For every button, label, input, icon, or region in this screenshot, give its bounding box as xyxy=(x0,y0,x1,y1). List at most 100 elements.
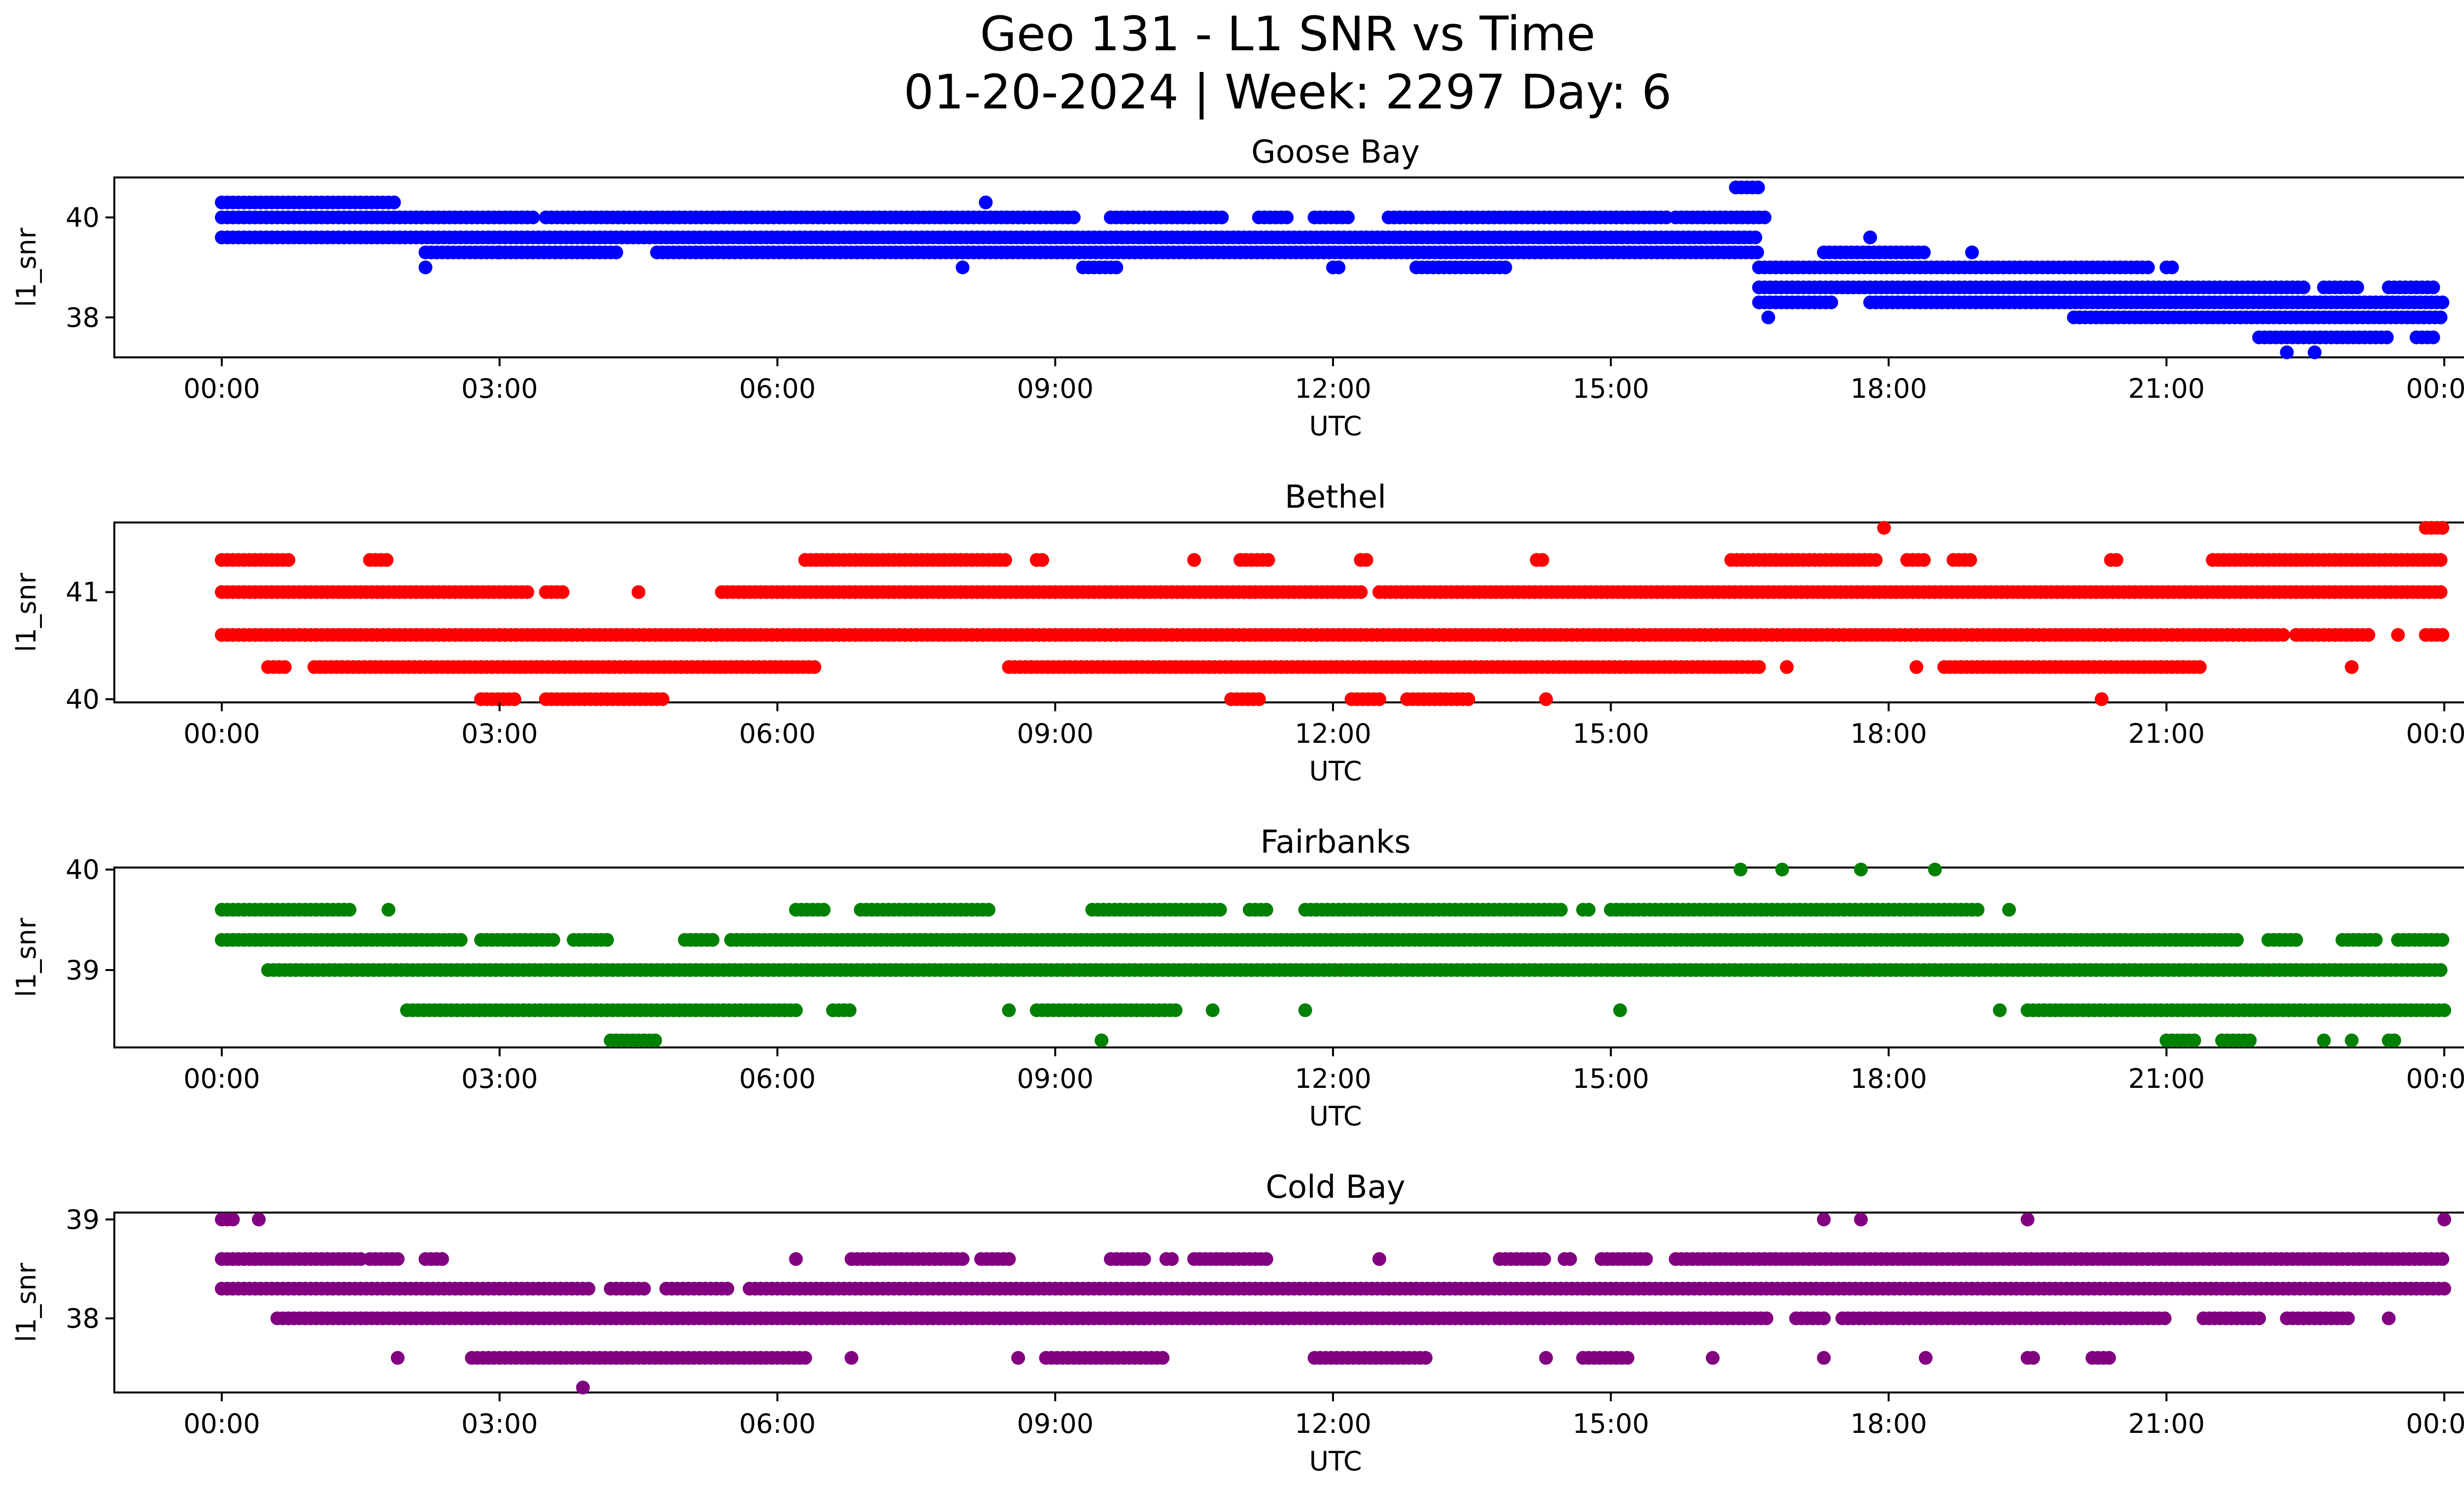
data-point xyxy=(1581,903,1596,917)
x-tick-label: 12:00 xyxy=(1295,718,1371,749)
x-tick-label: 15:00 xyxy=(1573,1408,1649,1439)
data-point xyxy=(2433,585,2448,599)
data-point xyxy=(2289,933,2303,947)
data-point xyxy=(546,933,560,947)
data-point xyxy=(2252,1311,2266,1325)
x-tick-label: 00:00 xyxy=(183,1408,260,1439)
data-point xyxy=(520,585,535,599)
data-point xyxy=(2361,628,2375,642)
data-point xyxy=(281,553,296,567)
data-point xyxy=(1095,1033,1109,1047)
x-tick-label: 12:00 xyxy=(1295,1063,1371,1094)
data-point xyxy=(1780,660,1794,674)
x-tick-label: 15:00 xyxy=(1573,1063,1649,1094)
x-tick-label: 06:00 xyxy=(739,1408,816,1439)
data-point xyxy=(1761,310,1776,324)
x-tick-label: 03:00 xyxy=(461,1408,538,1439)
data-point xyxy=(1869,553,1883,567)
x-tick-label: 15:00 xyxy=(1573,718,1649,749)
x-tick-label: 00:00 xyxy=(183,1063,260,1094)
data-point xyxy=(1916,553,1931,567)
x-axis-label: UTC xyxy=(1309,1446,1362,1477)
data-point xyxy=(2276,628,2291,642)
data-point xyxy=(1165,1252,1179,1266)
x-tick-label: 09:00 xyxy=(1017,1408,1094,1439)
y-axis-label: l1_snr xyxy=(11,572,42,652)
data-point xyxy=(998,553,1012,567)
data-point xyxy=(1877,521,1891,535)
data-point xyxy=(705,933,719,947)
data-point xyxy=(609,245,623,260)
data-point xyxy=(1535,553,1549,567)
data-point xyxy=(1341,210,1355,225)
x-tick-label: 12:00 xyxy=(1295,1408,1371,1439)
data-point xyxy=(1928,863,1942,877)
data-point xyxy=(2020,1213,2035,1227)
x-tick-label: 00:00 xyxy=(2406,373,2464,404)
data-point xyxy=(2433,310,2448,324)
data-point xyxy=(1156,1351,1170,1365)
data-point xyxy=(1359,553,1373,567)
data-point xyxy=(2437,1213,2451,1227)
data-point xyxy=(843,1003,857,1017)
data-point xyxy=(1963,553,1977,567)
data-point xyxy=(1563,1252,1577,1266)
data-point xyxy=(2435,521,2450,535)
y-tick-label: 38 xyxy=(66,302,100,333)
x-tick-label: 18:00 xyxy=(1850,373,1927,404)
data-point xyxy=(631,585,646,599)
x-tick-label: 00:00 xyxy=(183,718,260,749)
data-point xyxy=(2435,628,2450,642)
data-point xyxy=(2345,660,2359,674)
data-point xyxy=(391,1351,405,1365)
data-point xyxy=(807,660,821,674)
data-point xyxy=(1066,210,1081,225)
data-point xyxy=(1280,210,1294,225)
data-point xyxy=(576,1380,590,1394)
data-point xyxy=(1748,230,1762,244)
data-point xyxy=(844,1351,858,1365)
data-point xyxy=(1011,1351,1026,1365)
x-tick-label: 15:00 xyxy=(1573,373,1649,404)
y-tick-label: 40 xyxy=(66,854,100,885)
plot-frame xyxy=(113,176,2464,358)
data-point xyxy=(1498,260,1512,275)
data-point xyxy=(1554,903,1568,917)
data-point xyxy=(2426,280,2440,295)
data-point xyxy=(1816,1311,1831,1325)
x-axis-label: UTC xyxy=(1309,756,1362,787)
data-point xyxy=(1461,692,1475,706)
data-point xyxy=(2380,330,2394,345)
data-point xyxy=(418,260,433,275)
data-point xyxy=(435,1252,449,1266)
data-point xyxy=(526,210,540,225)
data-point xyxy=(2433,553,2448,567)
data-point xyxy=(2435,1252,2450,1266)
data-point xyxy=(956,1252,970,1266)
x-axis-label: UTC xyxy=(1309,1101,1362,1132)
plot-frame xyxy=(113,1212,2464,1393)
data-point xyxy=(1539,692,1553,706)
data-point xyxy=(2230,933,2244,947)
data-point xyxy=(2157,1311,2172,1325)
x-tick-label: 00:00 xyxy=(2406,718,2464,749)
data-point xyxy=(1916,245,1931,260)
data-point xyxy=(1109,260,1124,275)
data-point xyxy=(1824,295,1838,310)
data-point xyxy=(1965,245,1979,260)
y-axis-label: l1_snr xyxy=(11,1262,42,1342)
data-point xyxy=(1751,180,1765,195)
data-point xyxy=(1613,1003,1627,1017)
data-point xyxy=(1854,863,1868,877)
data-point xyxy=(1354,585,1368,599)
data-point xyxy=(1252,692,1266,706)
data-point xyxy=(582,1282,596,1296)
data-point xyxy=(1187,553,1201,567)
data-point xyxy=(637,1282,651,1296)
data-point xyxy=(2102,1351,2116,1365)
data-point xyxy=(2109,553,2123,567)
data-point xyxy=(956,245,970,260)
plot-frame xyxy=(113,522,2464,703)
